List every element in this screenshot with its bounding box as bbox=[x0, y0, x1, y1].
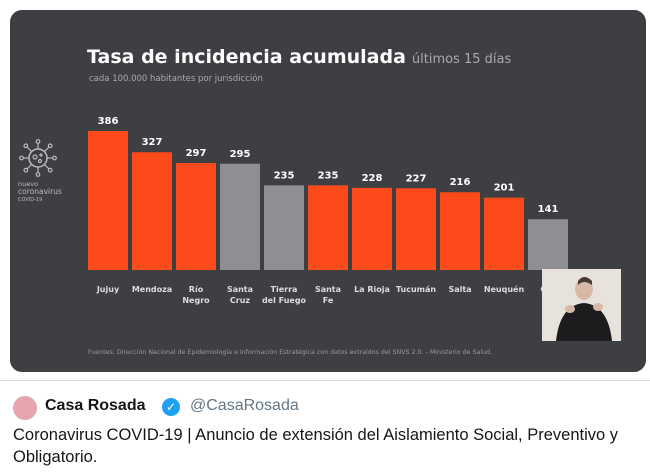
data-label: 235 bbox=[318, 170, 339, 181]
data-label: 216 bbox=[450, 177, 471, 188]
bar bbox=[176, 163, 216, 270]
data-label: 228 bbox=[362, 173, 383, 184]
category-label: del Fuego bbox=[262, 296, 307, 305]
category-label: Tierra bbox=[271, 285, 298, 294]
data-label: 141 bbox=[538, 204, 559, 215]
category-label: Cruz bbox=[230, 296, 251, 305]
category-label: Santa bbox=[315, 285, 341, 294]
category-label: Salta bbox=[448, 285, 471, 294]
sign-language-interpreter-video bbox=[542, 269, 621, 341]
account-name[interactable]: Casa Rosada bbox=[45, 397, 146, 414]
logo-line: nuevo bbox=[18, 180, 39, 188]
coronavirus-logo: nuevo coronavirus COVID-19 bbox=[18, 138, 66, 204]
verified-badge-icon: ✓ bbox=[162, 398, 180, 416]
category-label: Río bbox=[189, 285, 204, 294]
bar bbox=[352, 187, 392, 270]
category-label: Negro bbox=[182, 296, 210, 305]
category-label: Jujuy bbox=[96, 285, 120, 294]
chart-source: Fuentes: Dirección Nacional de Epidemiol… bbox=[88, 349, 493, 356]
bar bbox=[396, 188, 436, 270]
data-label: 201 bbox=[494, 183, 515, 194]
category-label: Tucumán bbox=[396, 285, 436, 294]
interpreter-figure bbox=[556, 277, 612, 341]
bar-chart: 386 Jujuy 327 Mendoza 297 Río Negro 295 Santa Cru… bbox=[88, 116, 568, 305]
data-label: 227 bbox=[406, 173, 427, 184]
data-label: 295 bbox=[230, 149, 251, 160]
bar bbox=[308, 185, 348, 270]
virus-icon bbox=[19, 139, 57, 177]
category-label: Mendoza bbox=[132, 285, 172, 294]
avatar[interactable] bbox=[13, 396, 37, 420]
bar bbox=[484, 197, 524, 270]
tweet-text: Coronavirus COVID-19 | Anuncio de extens… bbox=[13, 426, 619, 466]
bar bbox=[440, 192, 480, 270]
divider bbox=[0, 380, 650, 381]
title-main: Tasa de incidencia acumulada bbox=[87, 46, 406, 68]
chart-image[interactable]: 386 Jujuy 327 Mendoza 297 Río Negro 295 Santa Cru… bbox=[10, 10, 646, 372]
account-handle[interactable]: @CasaRosada bbox=[190, 397, 299, 414]
title-suffix: últimos 15 días bbox=[411, 52, 512, 67]
logo-line: COVID-19 bbox=[18, 197, 43, 203]
category-label: Neuquén bbox=[484, 284, 525, 294]
bar bbox=[220, 163, 260, 270]
data-label: 297 bbox=[186, 148, 207, 159]
data-label: 235 bbox=[274, 170, 295, 181]
bar bbox=[132, 152, 172, 270]
category-label: Santa bbox=[227, 285, 253, 294]
bar bbox=[264, 185, 304, 270]
data-label: 327 bbox=[142, 137, 163, 148]
chart-subtitle: cada 100.000 habitantes por jurisdicción bbox=[89, 74, 263, 84]
category-label: La Rioja bbox=[354, 285, 390, 294]
category-label: Fe bbox=[323, 296, 334, 305]
chart-title: Tasa de incidencia acumulada últimos 15 d… bbox=[87, 46, 511, 68]
logo-line: coronavirus bbox=[18, 187, 62, 196]
bar bbox=[88, 131, 128, 270]
data-label: 386 bbox=[98, 116, 119, 127]
bar bbox=[528, 219, 568, 270]
